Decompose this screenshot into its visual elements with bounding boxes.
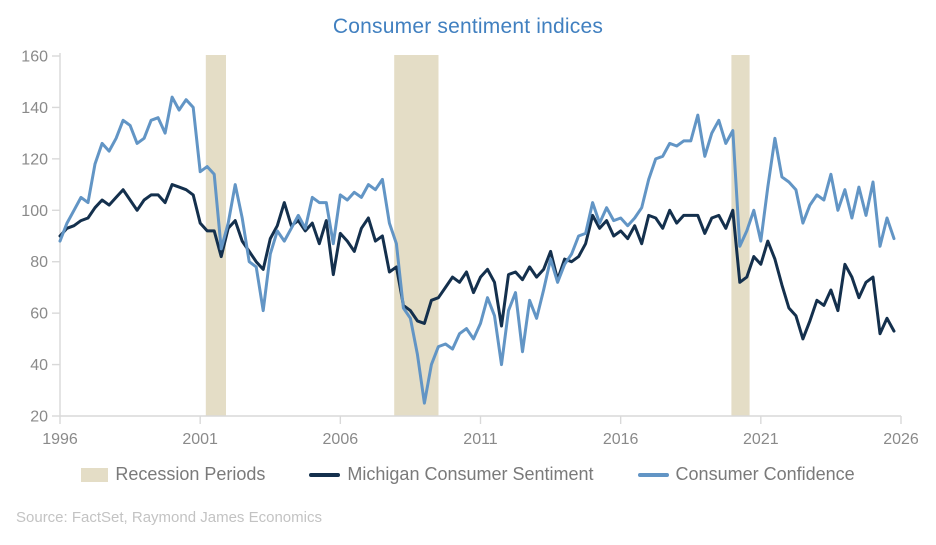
x-tick-label: 2006 — [323, 431, 359, 448]
x-tick-label: 2011 — [463, 431, 498, 448]
recession-swatch-icon — [81, 467, 109, 482]
y-tick-label: 120 — [21, 151, 48, 168]
x-tick-label: 2001 — [182, 431, 218, 448]
chart-title: Consumer sentiment indices — [332, 15, 604, 38]
chart-legend: Recession Periods Michigan Consumer Sent… — [0, 464, 936, 485]
y-tick-label: 60 — [30, 306, 48, 323]
x-tick-label: 2026 — [883, 431, 919, 448]
legend-item-michigan: Michigan Consumer Sentiment — [309, 464, 594, 485]
x-tick-label: 2016 — [603, 431, 639, 448]
y-tick-label: 140 — [21, 100, 48, 117]
legend-item-confidence: Consumer Confidence — [637, 464, 855, 485]
legend-label-confidence: Consumer Confidence — [675, 464, 855, 484]
axis-lines — [59, 53, 901, 417]
series-line-consumer-confidence — [58, 95, 896, 405]
confidence-line-swatch-icon — [637, 472, 669, 477]
y-tick-label: 100 — [21, 203, 48, 220]
series-line-michigan-consumer-sentiment — [58, 183, 896, 341]
legend-label-michigan: Michigan Consumer Sentiment — [347, 464, 594, 484]
michigan-line-swatch-icon — [309, 472, 341, 477]
y-tick-label: 20 — [30, 409, 48, 426]
y-tick-label: 80 — [30, 254, 48, 271]
legend-item-recession: Recession Periods — [81, 464, 265, 485]
y-tick-label: 40 — [30, 357, 48, 374]
source-text: Source: FactSet, Raymond James Economics — [16, 509, 322, 526]
legend-label-recession: Recession Periods — [115, 464, 266, 484]
x-tick-label: 1996 — [42, 431, 78, 448]
x-tick-label: 2021 — [743, 431, 779, 448]
y-tick-label: 160 — [21, 49, 48, 66]
